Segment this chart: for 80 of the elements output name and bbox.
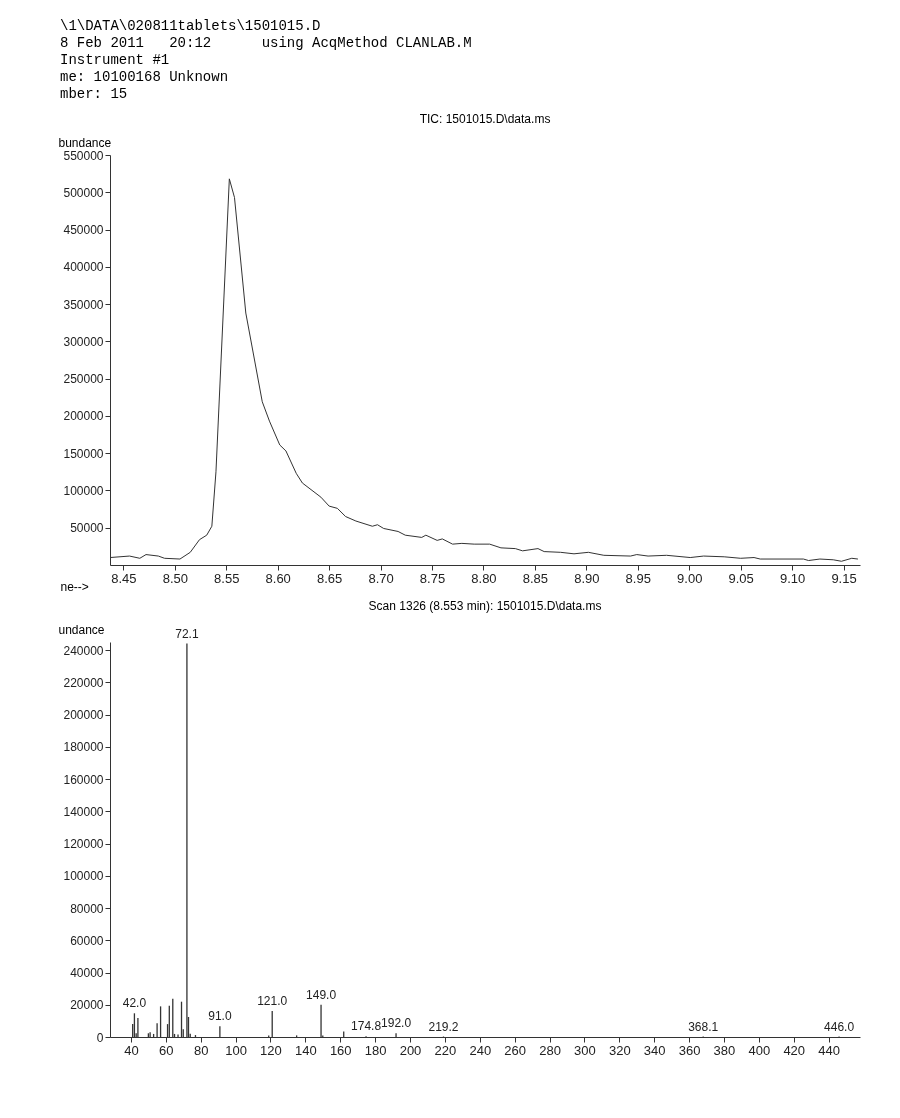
annotation: 42.0 [122, 996, 147, 1011]
x-tick-label: 440 [818, 1042, 840, 1058]
x-tick-label: 8.70 [368, 570, 394, 586]
y-tick-label: 180000 [63, 740, 104, 755]
chart-title: TIC: 1501015.D\data.ms [419, 112, 551, 126]
x-tick-label: 340 [643, 1042, 666, 1058]
x-tick-label: 60 [159, 1042, 174, 1058]
x-tick-label: 280 [539, 1042, 561, 1058]
y-tick-label: 240000 [63, 643, 104, 658]
x-tick-label: 8.45 [111, 570, 137, 586]
y-tick-label: 80000 [70, 901, 104, 916]
text: \1\DATA\020811tablets\1501015.D [60, 18, 321, 34]
y-tick-label: 50000 [70, 521, 104, 536]
y-tick-label: 400000 [63, 260, 104, 275]
x-tick-label: 260 [504, 1042, 526, 1058]
x-tick-label: 9.15 [831, 570, 857, 586]
x-tick-label: 380 [713, 1042, 736, 1058]
y-tick-label: 40000 [70, 966, 104, 981]
x-tick-label: 8.60 [265, 570, 291, 586]
x-tick-label: 8.65 [316, 570, 343, 586]
x-tick-label: 9.00 [677, 570, 703, 586]
annotation: 368.1 [688, 1019, 719, 1034]
x-tick-label: 8.80 [471, 570, 497, 586]
annotation: 149.0 [306, 987, 337, 1002]
annotation: 219.2 [428, 1019, 459, 1034]
chart-title: Scan 1326 (8.553 min): 1501015.D\data.ms [368, 599, 602, 613]
text: Instrument #1 [60, 52, 170, 68]
text: mber: 15 [60, 86, 128, 102]
y-tick-label: 160000 [63, 772, 104, 787]
y-tick-label: 100000 [63, 869, 104, 884]
y-tick-label: 350000 [63, 297, 104, 312]
x-tick-label: 40 [124, 1042, 139, 1058]
x-tick-label: 160 [329, 1042, 352, 1058]
x-tick-label: 8.85 [522, 570, 549, 586]
x-tick-label: 360 [678, 1042, 701, 1058]
x-tick-label: 220 [434, 1042, 457, 1058]
y-tick-label: 220000 [63, 675, 104, 690]
x-tick-label: 80 [193, 1042, 209, 1058]
y-tick-label: 140000 [63, 804, 104, 819]
x-tick-label: 200 [399, 1042, 422, 1058]
y-tick-label: 550000 [63, 148, 104, 163]
x-tick-label: 8.50 [162, 570, 188, 586]
y-tick-label: 200000 [63, 708, 104, 723]
y-tick-label: 200000 [63, 409, 104, 424]
x-tick-label: 120 [260, 1042, 282, 1058]
y-tick-label: 450000 [63, 223, 104, 238]
annotation: 446.0 [824, 1019, 855, 1034]
y-tick-label: 500000 [63, 185, 104, 200]
y-tick-label: 300000 [63, 334, 104, 349]
x-tick-label: 420 [783, 1042, 806, 1058]
y-tick-label: 100000 [63, 483, 104, 498]
y-axis-title: undance [58, 622, 105, 637]
text: me: 10100168 Unknown [60, 69, 229, 85]
x-tick-label: 8.90 [574, 570, 600, 586]
x-axis-title: ne--> [60, 579, 89, 594]
x-tick-label: 100 [225, 1042, 247, 1058]
y-tick-label: 250000 [63, 372, 104, 387]
x-tick-label: 400 [748, 1042, 771, 1058]
x-tick-label: 8.75 [419, 570, 446, 586]
x-tick-label: 300 [574, 1042, 596, 1058]
y-tick-label: 60000 [70, 933, 104, 948]
text: 8 Feb 2011 20:12 using AcqMethod CLANLAB.M [60, 35, 472, 51]
y-axis-title: bundance [58, 135, 112, 150]
x-tick-label: 320 [608, 1042, 631, 1058]
x-tick-label: 8.55 [214, 570, 240, 586]
y-tick-label: 120000 [63, 837, 104, 852]
y-tick-label: 20000 [70, 998, 104, 1013]
y-tick-label: 150000 [63, 446, 104, 461]
annotation: 192.0 [381, 1016, 412, 1031]
annotation: 174.8 [351, 1019, 382, 1034]
y-tick-label: 0 [96, 1030, 104, 1045]
x-tick-label: 9.05 [728, 570, 754, 586]
annotation: 72.1 [175, 626, 199, 641]
x-tick-label: 240 [469, 1042, 492, 1058]
annotation: 121.0 [257, 993, 288, 1008]
annotation: 91.0 [208, 1009, 232, 1024]
x-tick-label: 180 [364, 1042, 387, 1058]
x-tick-label: 8.95 [625, 570, 651, 586]
x-tick-label: 140 [295, 1042, 317, 1058]
x-tick-label: 9.10 [779, 570, 806, 586]
